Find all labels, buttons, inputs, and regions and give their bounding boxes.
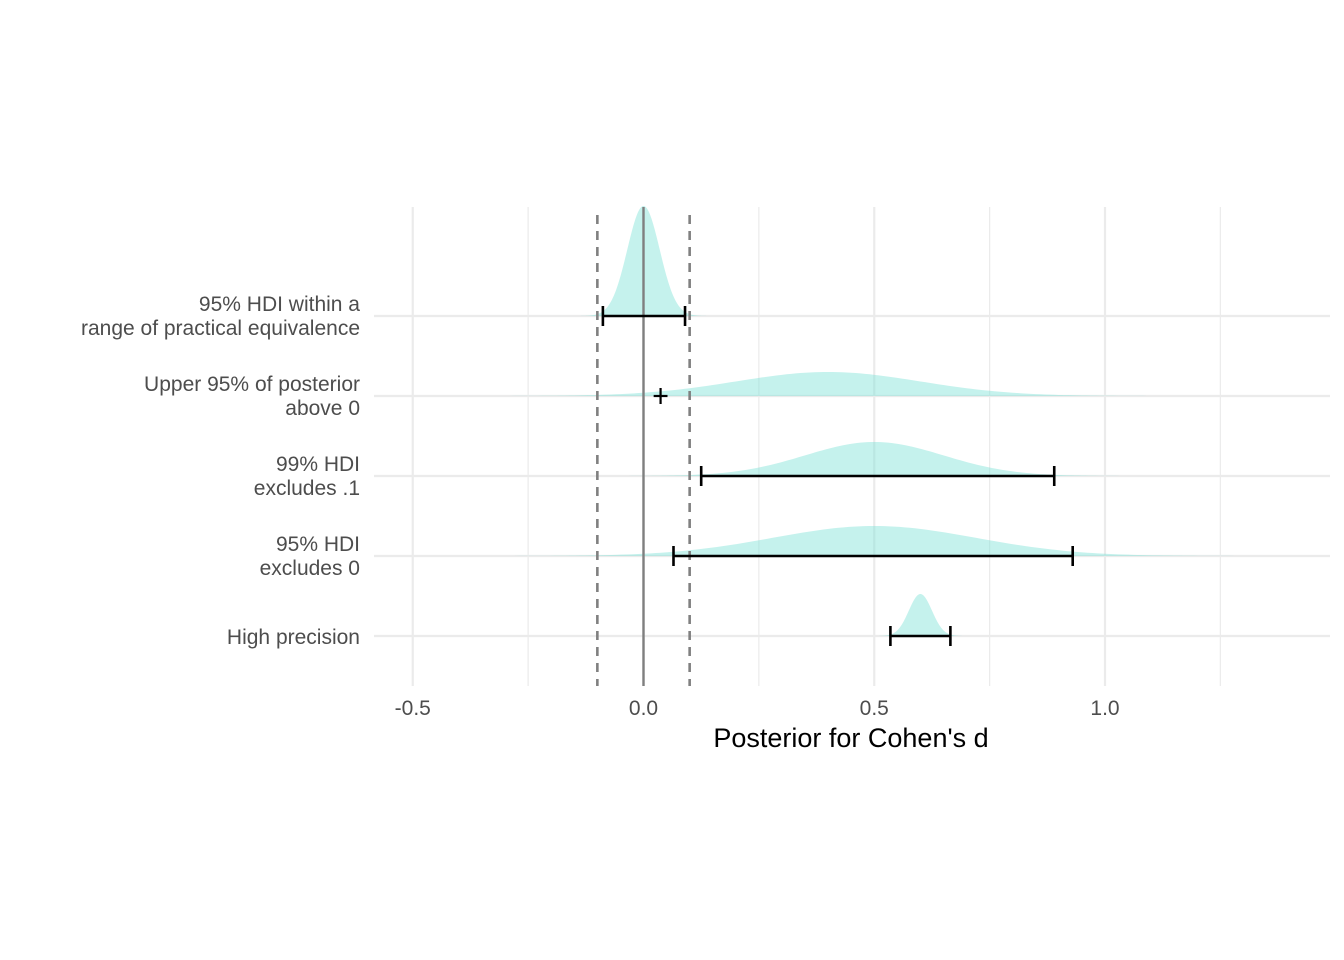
x-tick-label-0: -0.5 xyxy=(395,697,431,720)
row-label-0-line-1: range of practical equivalence xyxy=(81,317,360,340)
density-curve-3 xyxy=(468,526,1281,556)
row-label-2-line-1: excludes .1 xyxy=(254,477,360,500)
interval-0 xyxy=(601,306,687,326)
interval-3 xyxy=(672,546,1074,566)
density-layer xyxy=(458,206,1281,636)
interval-layer xyxy=(601,306,1074,646)
reference-lines xyxy=(596,207,691,686)
density-curve-2 xyxy=(597,442,1152,476)
interval-4 xyxy=(889,626,952,646)
row-label-3-line-0: 95% HDI xyxy=(276,533,360,556)
row-label-2-line-0: 99% HDI xyxy=(276,453,360,476)
density-curve-4 xyxy=(874,594,967,636)
row-label-4-line-0: High precision xyxy=(227,626,360,649)
row-label-1-line-1: above 0 xyxy=(285,397,360,420)
interval-1 xyxy=(653,388,668,404)
x-tick-label-1: 0.0 xyxy=(629,697,658,720)
row-label-3-line-1: excludes 0 xyxy=(260,557,360,580)
x-tick-label-3: 1.0 xyxy=(1090,697,1119,720)
density-curve-1 xyxy=(458,372,1198,396)
row-label-0-line-0: 95% HDI within a xyxy=(199,293,360,316)
row-label-1-line-0: Upper 95% of posterior xyxy=(144,373,360,396)
interval-2 xyxy=(699,466,1056,486)
x-axis-title: Posterior for Cohen's d xyxy=(713,723,988,753)
x-tick-label-2: 0.5 xyxy=(860,697,889,720)
